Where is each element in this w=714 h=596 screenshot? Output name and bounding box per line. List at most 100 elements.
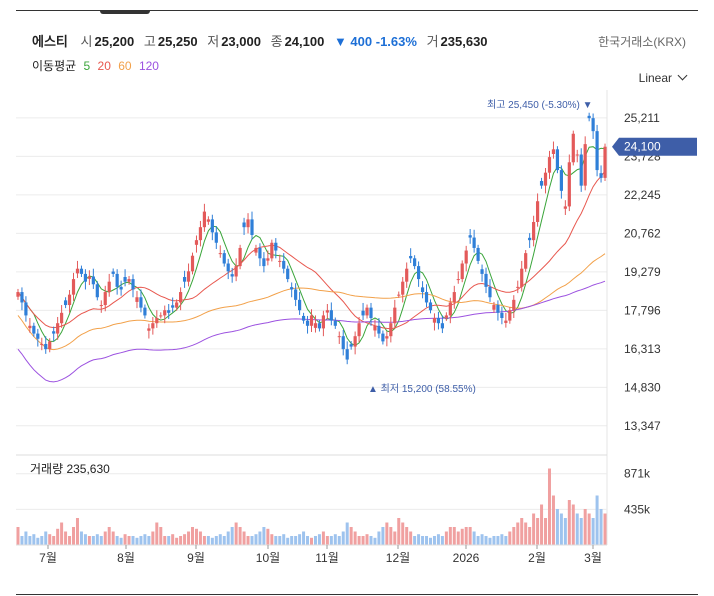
candle-body [194,240,199,245]
candle-body [91,276,95,285]
candle-body [309,315,314,326]
candle-body [492,305,496,310]
candle-body [381,333,385,342]
candle-body [190,255,195,272]
volume-bar [595,495,599,545]
candle-body [95,284,99,298]
volume-bar [397,518,401,545]
volume-bar [377,531,381,545]
volume-bar [389,527,393,545]
volume-bar [393,531,397,545]
candle-body [282,260,286,269]
volume-bar [571,504,575,545]
open-label: 시 [80,34,93,49]
price-tick-label: 22,245 [624,188,661,202]
volume-bar [36,537,40,545]
volume-bar [329,536,333,545]
volume-bar [432,536,436,545]
candle-body [258,247,262,259]
volume-bar [234,522,238,545]
ma-120[interactable]: 120 [138,59,159,73]
scale-dropdown[interactable]: Linear [638,70,688,85]
volume-bar [246,536,250,545]
candle-body [535,201,540,222]
time-tick-label: 8월 [117,551,135,565]
volume-bar [444,531,448,545]
ma-60[interactable]: 60 [118,59,132,73]
volume-bar [321,531,325,545]
candle-body [202,211,207,228]
volume-bar [337,536,341,545]
volume-bar [159,527,163,545]
candle-body [365,307,369,316]
candle-body [512,299,516,311]
volume-bar [492,536,496,545]
candle-body [401,281,405,295]
time-tick-label: 12월 [386,551,410,565]
volume-bar [119,537,123,545]
stock-name: 에스티 [32,34,68,49]
candle-body [52,331,56,334]
candle-body [44,343,48,350]
candle-body [444,315,448,318]
high-value: 25,250 [157,34,198,49]
volume-bar [218,534,222,545]
volume-bar [115,536,119,545]
candles [16,112,607,365]
volume-bar [163,536,167,545]
volume-bar [99,536,103,545]
volume-bar [60,522,64,545]
candle-body [32,325,36,334]
close-value: 24,100 [284,34,325,49]
candle-body [266,258,270,261]
candle-body [278,260,282,262]
volume-bar [421,536,425,545]
volume-bar [325,536,329,545]
volume-bar [551,495,555,545]
candle-body [385,336,389,339]
candle-body [301,315,306,321]
volume-bar [591,518,595,545]
volume-bar [290,536,294,545]
volume-bar [547,468,551,545]
scale-label: Linear [638,71,672,85]
volume-bar [183,534,187,545]
volume-bar [254,534,258,545]
candle-body [24,302,28,316]
volume-bar [456,531,460,545]
volume-bar [313,536,317,545]
candle-body [516,286,520,288]
candle-body [361,310,365,316]
candle-body [528,237,532,241]
volume-bar [143,534,147,545]
candle-body [420,287,425,293]
candle-body [504,320,508,323]
volume-bar [179,536,183,545]
volume-bar [349,527,353,545]
candle-body [87,276,91,279]
volume-bar [520,518,524,545]
volume-bar [32,534,36,545]
volume-bar [555,509,559,545]
ma-label: 이동평균 [32,59,77,73]
price-tick-label: 13,347 [624,419,661,433]
candle-body [159,315,163,317]
candle-body [436,318,441,324]
volume-bar [587,513,591,545]
volume-bar [210,537,214,545]
candle-body [476,247,480,261]
drag-handle[interactable] [100,10,150,14]
candle-body [413,258,417,267]
volume-bar [20,536,24,545]
change-value: ▼ 400 -1.63% [333,34,417,49]
time-tick-label: 2월 [528,551,546,565]
volume-bar [512,527,516,545]
candle-body [36,333,40,339]
candle-body [448,302,452,316]
volume-bar [317,534,321,545]
candle-body [56,323,60,334]
ma-5[interactable]: 5 [83,59,91,73]
volume-bar [306,536,310,545]
ma-20[interactable]: 20 [97,59,111,73]
